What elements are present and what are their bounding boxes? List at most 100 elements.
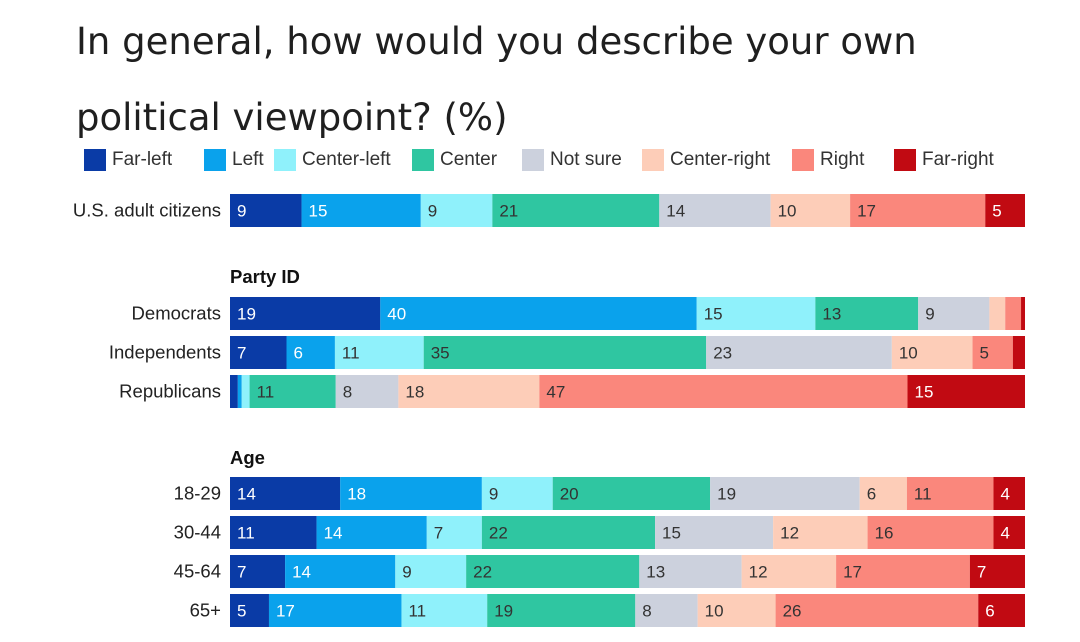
- bar-segment-center-left: [395, 555, 467, 588]
- bar-segment-left: [268, 594, 402, 627]
- bar-segment-center: [466, 555, 640, 588]
- bar-value-label: 10: [899, 344, 918, 363]
- bar-value-label: 4: [1001, 524, 1010, 543]
- bar-segment-center-left: [481, 477, 553, 510]
- bar-segment-not-sure: [659, 194, 771, 227]
- bar-segment-center: [487, 594, 636, 627]
- row-label: 18-29: [174, 483, 221, 504]
- bar-value-label: 26: [783, 602, 802, 621]
- legend-label: Center-left: [302, 149, 391, 170]
- bar-segment-center-left: [334, 336, 424, 369]
- bar-segment-far-right: [1021, 297, 1025, 330]
- group-heading: Age: [230, 447, 265, 468]
- bar-segment-left: [301, 194, 421, 227]
- bar-segment-not-sure: [710, 477, 860, 510]
- legend-label: Center: [440, 149, 498, 170]
- bar-value-label: 4: [1001, 485, 1010, 504]
- bar-value-label: 11: [237, 524, 255, 543]
- bar-segment-center-right: [398, 375, 540, 408]
- bar-value-label: 6: [985, 602, 994, 621]
- legend-item-left: Left: [204, 147, 264, 173]
- bar-segment-far-right: [993, 477, 1025, 510]
- legend-label: Far-left: [112, 149, 173, 170]
- legend-swatch: [204, 149, 226, 171]
- legend-item-not-sure: Not sure: [522, 147, 622, 173]
- bar-value-label: 10: [778, 202, 797, 221]
- bar-value-label: 47: [546, 383, 565, 402]
- bar-value-label: 22: [473, 563, 492, 582]
- bar-value-label: 12: [749, 563, 768, 582]
- bar-segment-far-left: [230, 297, 381, 330]
- bar-segment-far-left: [230, 336, 287, 369]
- bar-value-label: 14: [666, 202, 685, 221]
- bar-segment-center-left: [401, 594, 488, 627]
- bar-value-label: 13: [822, 305, 841, 324]
- bar-value-label: 14: [324, 524, 343, 543]
- bar-segment-center-right: [770, 194, 851, 227]
- legend-label: Center-right: [670, 149, 771, 170]
- bar-segment-not-sure: [635, 594, 698, 627]
- bar-segment-center: [423, 336, 707, 369]
- bar-value-label: 18: [347, 485, 366, 504]
- bar-value-label: 7: [237, 344, 246, 363]
- bar-value-label: 6: [294, 344, 303, 363]
- bar-segment-left: [286, 336, 335, 369]
- bar-value-label: 9: [925, 305, 934, 324]
- bar-value-label: 17: [843, 563, 862, 582]
- bar-value-label: 7: [977, 563, 986, 582]
- bar-segment-left: [380, 297, 697, 330]
- bar-segment-far-left: [230, 555, 286, 588]
- bar-value-label: 7: [237, 563, 246, 582]
- row-label: U.S. adult citizens: [73, 200, 221, 221]
- bar-segment-far-right: [907, 375, 1025, 408]
- bar-segment-right: [906, 477, 994, 510]
- bar-segment-far-right: [969, 555, 1025, 588]
- bar-segment-center: [552, 477, 711, 510]
- bar-value-label: 20: [560, 485, 579, 504]
- bar-segment-center: [492, 194, 660, 227]
- legend-swatch: [792, 149, 814, 171]
- legend-item-center-left: Center-left: [274, 147, 391, 173]
- bar-segment-center-left: [241, 375, 250, 408]
- bar-value-label: 12: [780, 524, 799, 543]
- bar-segment-center: [249, 375, 336, 408]
- bar-value-label: 15: [915, 383, 934, 402]
- group-heading: Party ID: [230, 266, 300, 287]
- row-label: 45-64: [174, 561, 221, 582]
- row-label: Democrats: [132, 303, 221, 324]
- bar-value-label: 11: [342, 344, 360, 363]
- bar-value-label: 11: [914, 485, 932, 504]
- bar-segment-center-right: [741, 555, 837, 588]
- bar-segment-left: [340, 477, 482, 510]
- legend-label: Far-right: [922, 149, 994, 170]
- bar-value-label: 10: [705, 602, 724, 621]
- bar-value-label: 19: [494, 602, 513, 621]
- bar-segment-center-left: [426, 516, 482, 549]
- bar-value-label: 7: [434, 524, 443, 543]
- bar-segment-far-left: [230, 194, 302, 227]
- bar-value-label: 19: [237, 305, 256, 324]
- bar-segment-far-left: [230, 594, 269, 627]
- bar-value-label: 35: [431, 344, 450, 363]
- row-label: Republicans: [119, 381, 221, 402]
- bar-value-label: 22: [489, 524, 508, 543]
- bar-value-label: 21: [499, 202, 518, 221]
- bar-segment-left: [316, 516, 427, 549]
- bar-segment-right: [539, 375, 908, 408]
- bar-value-label: 14: [292, 563, 311, 582]
- legend-item-far-left: Far-left: [84, 147, 172, 173]
- bar-segment-not-sure: [706, 336, 892, 369]
- bar-segment-right: [775, 594, 979, 627]
- bar-value-label: 11: [257, 383, 275, 402]
- bar-segment-left: [285, 555, 396, 588]
- bar-segment-center-right: [697, 594, 776, 627]
- bar-value-label: 6: [867, 485, 876, 504]
- bar-segment-right: [1005, 297, 1022, 330]
- bar-value-label: 15: [662, 524, 681, 543]
- legend-swatch: [522, 149, 544, 171]
- bar-value-label: 9: [402, 563, 411, 582]
- row-label: 65+: [190, 600, 221, 621]
- bar-segment-center-left: [420, 194, 493, 227]
- bar-segment-center-left: [696, 297, 816, 330]
- bar-value-label: 15: [309, 202, 328, 221]
